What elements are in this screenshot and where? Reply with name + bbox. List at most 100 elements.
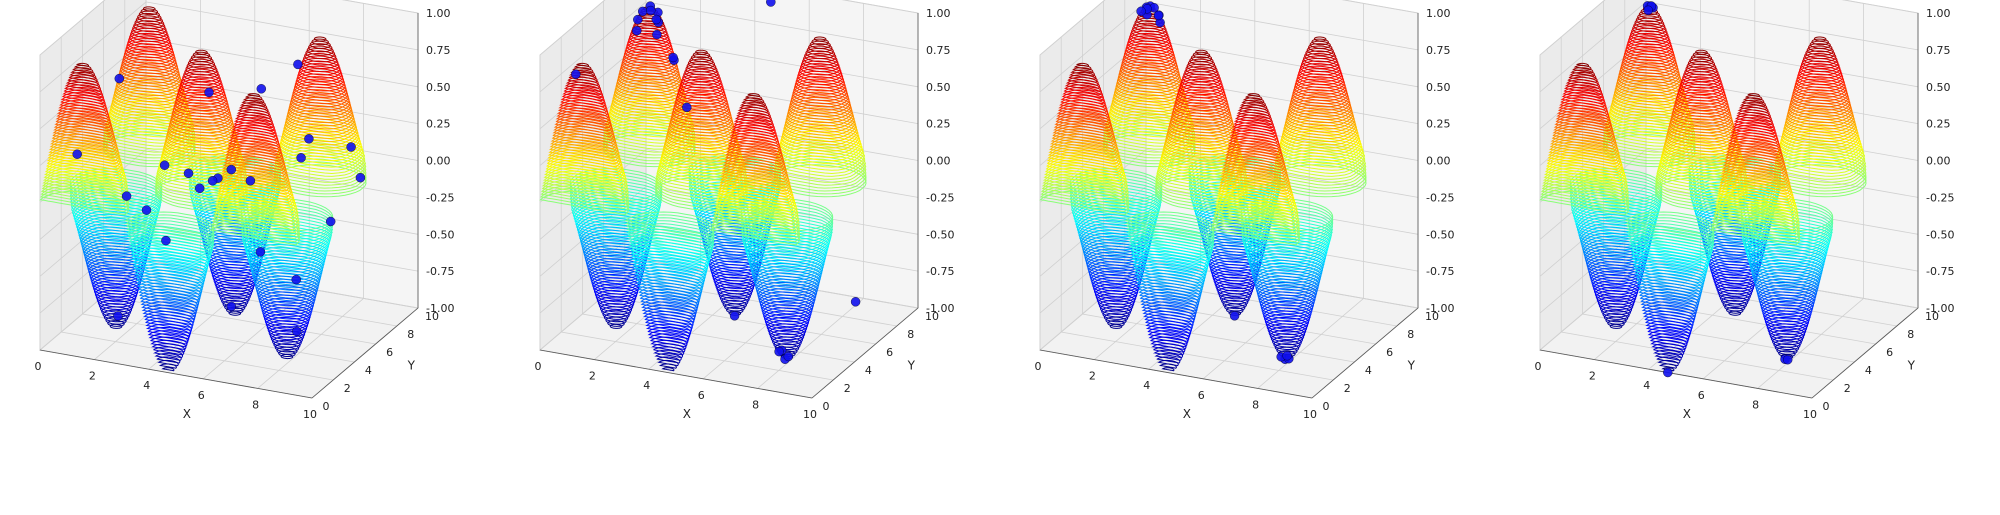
contour-line [656,356,681,364]
contour-line [68,74,98,83]
contour-line [1180,76,1223,92]
contour-line [1630,237,1713,262]
contour-line [1091,274,1141,292]
contour-line [1219,176,1292,198]
contour-line [1060,97,1107,111]
scatter-points [1642,1,1793,378]
contour-line [77,213,155,243]
contour-line [739,102,768,110]
contour-line [1241,99,1266,107]
x-tick-label: 0 [535,360,542,373]
contour-line [1230,127,1278,141]
contour-line [55,115,113,132]
contour-line [134,17,165,29]
contour-line [575,62,589,68]
contour-line [568,74,598,83]
contour-line [1695,49,1708,55]
contour-line [740,212,834,246]
y-tick-label: 0 [823,400,830,413]
contour-line [1742,224,1832,257]
contour-line [53,123,115,141]
contour-line [558,102,609,117]
contour-line [1737,107,1770,116]
contour-line [639,292,700,309]
contour-line [779,128,861,159]
contour-line [737,107,770,116]
data-point [226,301,237,312]
contour-line [91,274,141,292]
contour-line [1625,217,1715,243]
contour-line [247,240,327,270]
contour-line [200,222,269,248]
contour-line [555,115,613,132]
contour-line [1593,283,1639,300]
contour-line [132,257,208,278]
x-tick-label: 0 [1035,360,1042,373]
contour-line [280,125,361,155]
contour-line [580,229,652,256]
contour-line [139,292,200,309]
contour-line [1213,273,1256,290]
contour-line [1098,299,1134,313]
z-tick-label: 0.00 [1426,155,1451,168]
z-tick-label: -1.00 [426,302,454,315]
contour-line [172,102,231,124]
contour-line [1290,91,1351,114]
contour-line [1090,270,1142,290]
y-tick-label: 10 [1425,310,1439,323]
contour-line [1797,68,1844,85]
contour-line [1724,153,1786,171]
contour-line [1282,120,1359,149]
contour-line [603,313,629,323]
contour-line [745,95,763,101]
contour-line [264,313,310,330]
contour-line [1739,102,1768,110]
contour-line [230,127,278,141]
contour-line [305,48,336,59]
contour-line [119,58,179,81]
contour-line [747,240,827,270]
contour-line [732,122,776,135]
contour-line [768,326,806,341]
contour-line [1580,229,1652,256]
contour-line [1774,343,1800,353]
contour-line [228,310,242,316]
contour-line [1148,333,1189,345]
contour-line [747,93,760,97]
contour-line [255,278,318,302]
contour-line [1137,282,1202,301]
contour-line [585,248,647,272]
contour-line [46,157,125,180]
contour-line [721,296,749,307]
contour-line [246,237,328,268]
contour-line [551,131,617,150]
x-axis-label: X [183,407,191,421]
contour-line [1082,235,1150,261]
contour-line [1619,58,1679,81]
scatter-points [1136,1,1294,364]
contour-line [75,207,157,238]
contour-line [699,216,771,243]
contour-line [626,38,673,55]
contour-line [1118,64,1181,87]
contour-line [1225,150,1285,168]
contour-line [761,301,813,320]
contour-line [1147,330,1190,342]
contour-line [137,282,202,301]
data-point [651,14,662,25]
contour-line [1751,259,1823,286]
contour-line [1126,220,1215,245]
contour-line [59,99,108,114]
scatter-points [571,0,861,364]
contour-line [751,259,823,286]
contour-line [1708,254,1762,274]
contour-line [1729,132,1780,147]
y-axis-line [311,307,419,399]
contour-line [1570,69,1595,77]
data-point [1153,10,1164,21]
y-tick-label: 10 [1925,310,1939,323]
contour-line [1732,124,1777,138]
contour-line [97,296,135,311]
contour-line [719,176,792,198]
z-tick-label: 1.00 [426,7,451,20]
